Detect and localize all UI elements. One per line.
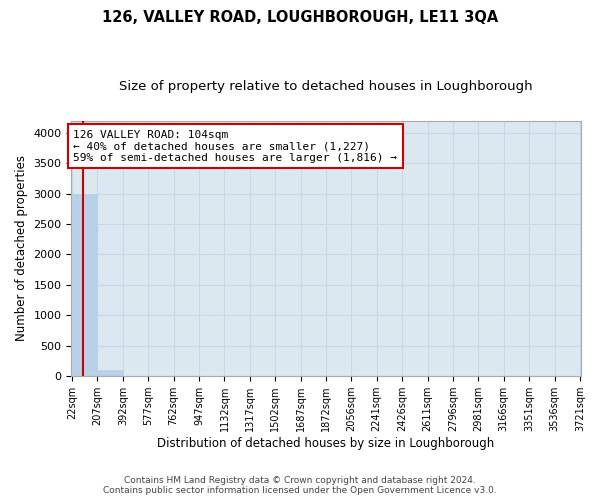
Bar bbox=[72, 194, 97, 376]
Title: Size of property relative to detached houses in Loughborough: Size of property relative to detached ho… bbox=[119, 80, 533, 93]
Text: 126, VALLEY ROAD, LOUGHBOROUGH, LE11 3QA: 126, VALLEY ROAD, LOUGHBOROUGH, LE11 3QA bbox=[102, 10, 498, 25]
Text: 126 VALLEY ROAD: 104sqm
← 40% of detached houses are smaller (1,227)
59% of semi: 126 VALLEY ROAD: 104sqm ← 40% of detache… bbox=[73, 130, 397, 163]
Bar bbox=[97, 370, 123, 376]
X-axis label: Distribution of detached houses by size in Loughborough: Distribution of detached houses by size … bbox=[157, 437, 494, 450]
Text: Contains HM Land Registry data © Crown copyright and database right 2024.
Contai: Contains HM Land Registry data © Crown c… bbox=[103, 476, 497, 495]
Y-axis label: Number of detached properties: Number of detached properties bbox=[15, 156, 28, 342]
